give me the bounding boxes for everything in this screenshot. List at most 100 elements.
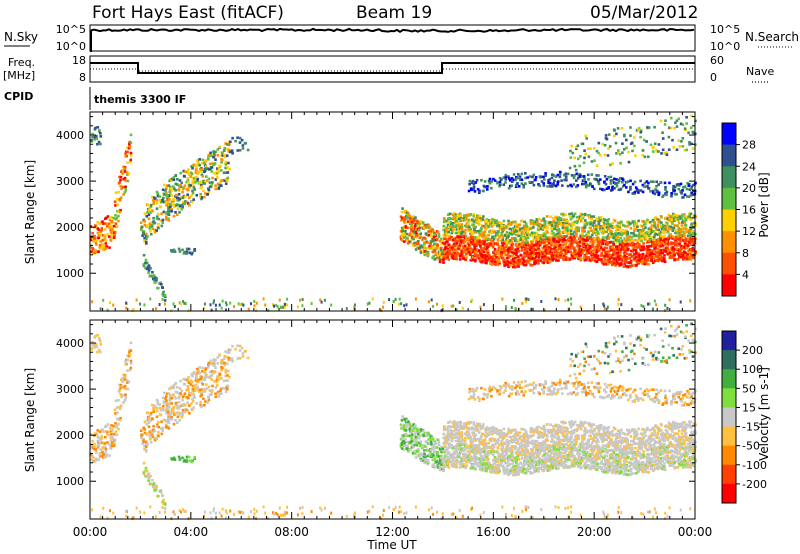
power-ground-cell [203,306,205,310]
power-cell [487,179,491,183]
velocity-cell [98,442,101,445]
power-cell [224,142,227,145]
power-cell [651,240,654,243]
velocity-cell [95,342,98,346]
power-cell [673,217,676,220]
power-cell [210,170,214,173]
power-cell [667,135,671,139]
power-cell [670,241,673,244]
power-ground-cell [184,302,187,305]
power-cell [452,222,455,225]
power-cell [586,147,590,150]
power-cell [684,227,688,231]
power-ground-cell [213,299,215,303]
power-cell [582,175,586,178]
power-cell [514,223,518,226]
power-cell [519,245,522,248]
power-cell [127,172,131,175]
power-cell [223,153,226,157]
power-cell [170,249,174,253]
power-cell [425,225,428,229]
power-cell [532,237,535,241]
power-cell [569,217,573,221]
power-cell [667,249,670,253]
power-cell [528,175,532,178]
power-cell [465,222,469,225]
power-cell [500,236,504,239]
power-cell [489,222,492,226]
power-cell [639,130,643,134]
power-cell [637,252,640,255]
power-cell [162,210,166,214]
velocity-cell [124,387,127,391]
velocity-cell [114,422,117,425]
power-cell [681,215,684,218]
power-cell [679,229,682,232]
power-ground-cell [655,303,658,307]
power-cell [611,221,614,225]
power-cell [561,226,565,230]
velocity-cell [124,396,128,400]
power-cell [414,227,418,231]
power-cell [659,253,663,257]
power-cell [559,246,563,249]
power-cell [551,226,554,229]
power-cell [628,235,632,238]
power-cell [619,237,622,240]
power-cell [495,256,498,259]
power-cell [618,253,622,256]
power-cell [512,178,516,182]
power-cell [193,177,196,180]
power-cell [632,224,636,227]
power-cell [208,181,212,184]
power-cell [187,188,190,192]
power-ground-cell [617,302,620,306]
velocity-cell [146,432,149,435]
power-cell [482,250,486,254]
power-cell [423,241,426,244]
power-cell [557,238,561,241]
power-cell [641,232,645,235]
power-cell [532,173,536,177]
velocity-cell [102,430,105,433]
velocity-cell [93,346,96,349]
power-cell [604,182,608,186]
power-cell [487,225,491,229]
power-cell [636,229,640,232]
power-cell [509,227,513,231]
power-cell [526,250,529,254]
power-cell [416,234,419,237]
power-cell [404,225,408,229]
power-cell [181,203,184,207]
power-cell [507,186,511,190]
power-cell [645,180,649,183]
power-cell [548,185,552,188]
power-cell [564,252,568,256]
power-cell [691,254,695,257]
power-cell [631,182,635,186]
power-cell [615,238,618,242]
power-cell [451,230,454,233]
power-cell [621,246,625,250]
power-cell [641,252,645,256]
power-ground-cell [653,299,656,303]
power-ground-cell [237,302,240,306]
power-cell [590,229,593,232]
power-cell [548,257,551,261]
power-cell [533,231,537,235]
power-cell [122,193,125,196]
power-cell [592,229,596,232]
power-cell [568,239,571,243]
power-cell [205,175,208,178]
power-cell [571,241,575,244]
velocity-cell [149,440,153,444]
power-cell [441,241,445,244]
power-cell [472,241,476,245]
power-cell [573,212,577,216]
power-cell [129,158,133,162]
power-cell [633,190,637,194]
power-cell [680,227,683,231]
power-cell [553,235,557,238]
power-cell [588,251,591,255]
power-cell [466,246,469,249]
